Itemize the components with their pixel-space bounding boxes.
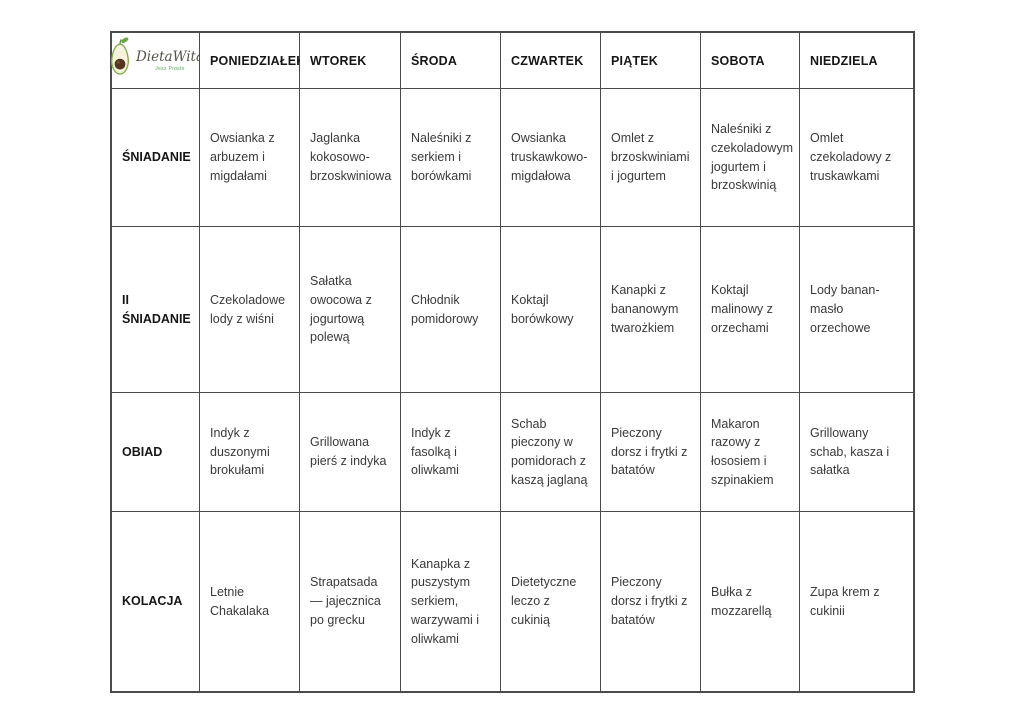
meal-cell: Owsianka truskawkowo-migdałowa [501, 89, 601, 227]
day-header-thursday: CZWARTEK [501, 33, 601, 89]
day-header-wednesday: ŚRODA [401, 33, 501, 89]
meal-cell: Pieczony dorsz i frytki z batatów [601, 393, 701, 512]
meal-cell: Czekoladowe lody z wiśni [200, 227, 300, 393]
meal-cell: Koktajl borówkowy [501, 227, 601, 393]
brand-logo: DietaWita Jesz Prosto [111, 33, 204, 89]
meal-cell: Indyk z duszonymi brokułami [200, 393, 300, 512]
meal-cell: Grillowany schab, kasza i sałatka [800, 393, 913, 512]
meal-cell: Lody banan-masło orzechowe [800, 227, 913, 393]
meal-cell: Bułka z mozzarellą [701, 512, 800, 691]
row-label-lunch: OBIAD [112, 393, 200, 512]
day-header-saturday: SOBOTA [701, 33, 800, 89]
meal-cell: Jaglanka kokosowo-brzoskwiniowa [300, 89, 401, 227]
meal-cell: Koktajl malinowy z orzechami [701, 227, 800, 393]
meal-cell: Chłodnik pomidorowy [401, 227, 501, 393]
brand-name: DietaWita [135, 49, 205, 65]
brand-tagline: Jesz Prosto [155, 66, 185, 72]
meal-cell: Kanapki z bananowym twarożkiem [601, 227, 701, 393]
meal-cell: Makaron razowy z łososiem i szpinakiem [701, 393, 800, 512]
meal-cell: Naleśniki z serkiem i borówkami [401, 89, 501, 227]
meal-cell: Zupa krem z cukinii [800, 512, 913, 691]
meal-cell: Letnie Chakalaka [200, 512, 300, 691]
avocado-icon [107, 37, 133, 84]
meal-cell: Naleśniki z czekoladowym jogurtem i brzo… [701, 89, 800, 227]
row-label-dinner: KOLACJA [112, 512, 200, 691]
meal-cell: Owsianka z arbuzem i migdałami [200, 89, 300, 227]
meal-cell: Omlet czekoladowy z truskawkami [800, 89, 913, 227]
row-label-breakfast: ŚNIADANIE [112, 89, 200, 227]
meal-plan-table: DietaWita Jesz Prosto PONIEDZIAŁEK WTORE… [110, 31, 915, 693]
day-header-monday: PONIEDZIAŁEK [200, 33, 305, 89]
meal-cell: Omlet z brzoskwiniami i jogurtem [601, 89, 701, 227]
meal-cell: Dietetyczne leczo z cukinią [501, 512, 601, 691]
meal-cell: Pieczony dorsz i frytki z batatów [601, 512, 701, 691]
meal-cell: Strapatsada — jajecznica po grecku [300, 512, 401, 691]
meal-cell: Schab pieczony w pomidorach z kaszą jagl… [501, 393, 601, 512]
day-header-sunday: NIEDZIELA [800, 33, 913, 89]
day-header-tuesday: WTOREK [300, 33, 401, 89]
row-label-second-breakfast: II ŚNIADANIE [112, 227, 200, 393]
meal-cell: Grillowana pierś z indyka [300, 393, 401, 512]
meal-cell: Sałatka owocowa z jogurtową polewą [300, 227, 401, 393]
meal-cell: Indyk z fasolką i oliwkami [401, 393, 501, 512]
meal-cell: Kanapka z puszystym serkiem, warzywami i… [401, 512, 501, 691]
day-header-friday: PIĄTEK [601, 33, 701, 89]
